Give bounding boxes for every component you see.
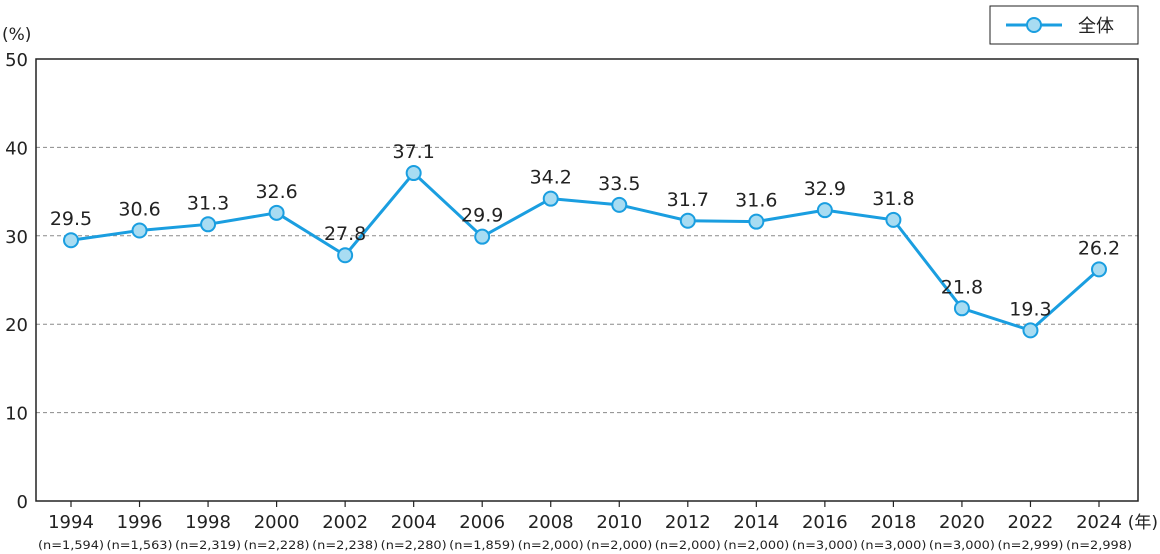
x-tick-label: 2020 <box>939 512 985 533</box>
y-tick-label: 10 <box>5 404 28 425</box>
data-label: 29.5 <box>50 208 92 230</box>
data-point <box>816 202 833 219</box>
x-tick-label: 2008 <box>528 512 574 533</box>
data-label: 32.9 <box>804 178 846 200</box>
data-label: 31.3 <box>187 192 229 214</box>
data-label: 26.2 <box>1078 237 1120 259</box>
legend-marker <box>1026 17 1042 33</box>
x-sample-size-label: (n=2,238) <box>312 538 378 552</box>
legend: 全体 <box>989 5 1139 45</box>
x-tick-label: 2022 <box>1008 512 1054 533</box>
data-point <box>953 300 970 317</box>
x-tick-label: 1994 <box>48 512 94 533</box>
x-axis-ticks: 1994 (n=1,594) 1996 (n=1,563) 1998 (n=2,319) 2… <box>38 501 1158 552</box>
data-label: 27.8 <box>324 223 366 245</box>
data-label: 30.6 <box>118 198 160 220</box>
x-sample-size-label: (n=2,228) <box>244 538 310 552</box>
data-point <box>337 247 354 264</box>
data-point <box>131 222 148 239</box>
x-sample-size-label: (n=3,000) <box>860 538 926 552</box>
data-point <box>611 196 628 213</box>
x-sample-size-label: (n=3,000) <box>929 538 995 552</box>
data-point <box>679 212 696 229</box>
data-label: 31.7 <box>667 189 709 211</box>
data-label: 32.6 <box>255 181 297 203</box>
x-sample-size-label: (n=1,859) <box>449 538 515 552</box>
y-tick-label: 20 <box>5 315 28 336</box>
x-sample-size-label: (n=3,000) <box>792 538 858 552</box>
x-tick-label: 1998 <box>185 512 231 533</box>
data-label: 29.9 <box>461 205 503 227</box>
y-axis-ticks: 0 10 20 30 40 50 <box>5 50 28 513</box>
x-sample-size-label: (n=2,999) <box>997 538 1063 552</box>
data-point <box>63 232 79 249</box>
x-sample-size-label: (n=1,563) <box>107 538 173 552</box>
x-tick-label: 2024 <box>1076 512 1122 533</box>
x-axis-label: (年) <box>1128 513 1158 533</box>
plot-frame <box>35 58 1139 502</box>
x-tick-label: 2012 <box>665 512 711 533</box>
data-point <box>405 165 422 182</box>
x-tick-label: 2004 <box>391 512 437 533</box>
data-label: 31.8 <box>872 188 914 210</box>
x-sample-size-label: (n=2,000) <box>518 538 584 552</box>
x-sample-size-label: (n=2,998) <box>1066 538 1132 552</box>
x-tick-label: 2000 <box>254 512 300 533</box>
series-layer: 29.5 30.6 31.3 32.6 27.8 37.1 29.9 34.2 33.5 31.7… <box>50 141 1120 339</box>
x-tick-label: 2014 <box>733 512 779 533</box>
y-tick-label: 0 <box>17 492 28 513</box>
y-axis-label: (%) <box>2 25 31 45</box>
data-point <box>1022 322 1039 339</box>
data-label: 34.2 <box>530 167 572 189</box>
x-tick-label: 1996 <box>117 512 163 533</box>
x-sample-size-label: (n=1,594) <box>38 538 104 552</box>
x-sample-size-label: (n=2,000) <box>586 538 652 552</box>
x-tick-label: 2016 <box>802 512 848 533</box>
data-label: 19.3 <box>1009 298 1051 320</box>
data-label: 33.5 <box>598 173 640 195</box>
data-point <box>542 190 559 207</box>
x-tick-label: 2010 <box>596 512 642 533</box>
data-label: 31.6 <box>735 190 777 212</box>
data-label: 37.1 <box>393 141 435 163</box>
data-point <box>474 228 491 245</box>
y-tick-label: 50 <box>5 50 28 71</box>
data-label: 21.8 <box>941 276 983 298</box>
x-tick-label: 2002 <box>322 512 368 533</box>
data-point <box>1091 261 1107 278</box>
series-line <box>70 171 1100 332</box>
data-point <box>268 204 285 221</box>
data-point <box>748 213 765 230</box>
grid-lines <box>36 146 1138 414</box>
x-sample-size-label: (n=2,000) <box>655 538 721 552</box>
x-tick-label: 2006 <box>459 512 505 533</box>
legend-label: 全体 <box>1078 16 1114 37</box>
x-tick-label: 2018 <box>870 512 916 533</box>
x-sample-size-label: (n=2,000) <box>723 538 789 552</box>
x-sample-size-label: (n=2,280) <box>381 538 447 552</box>
y-tick-label: 40 <box>5 138 28 159</box>
y-tick-label: 30 <box>5 227 28 248</box>
data-point <box>885 211 902 228</box>
x-sample-size-label: (n=2,319) <box>175 538 241 552</box>
data-point <box>200 216 217 233</box>
